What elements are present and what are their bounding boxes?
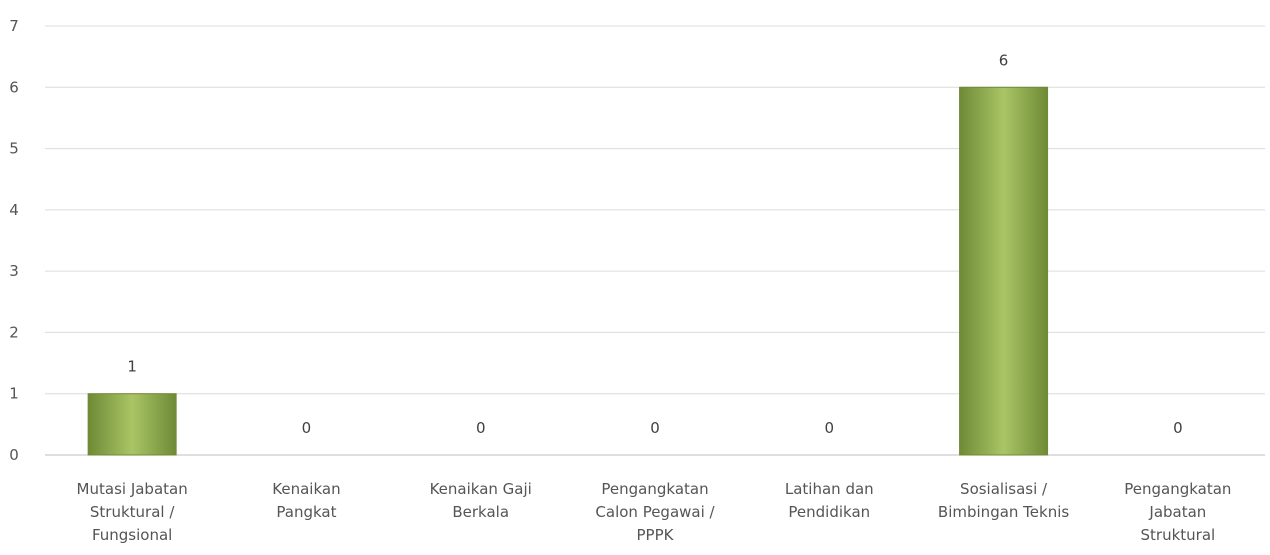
category-label-line: Pengangkatan xyxy=(1124,480,1231,498)
category-label-line: Latihan dan xyxy=(785,480,874,498)
category-label-line: Pengangkatan xyxy=(601,480,708,498)
category-label-line: Struktural xyxy=(1141,526,1216,544)
category-label-line: Bimbingan Teknis xyxy=(938,503,1069,521)
x-axis-categories: Mutasi Jabatan Struktural / Fungsional Kena… xyxy=(77,480,1232,544)
data-label: 0 xyxy=(1173,419,1183,437)
y-tick-label: 4 xyxy=(9,201,19,219)
category-label: Pengangkatan Jabatan Struktural xyxy=(1124,480,1231,544)
y-tick-label: 7 xyxy=(9,17,19,35)
category-label: Sosialisasi / Bimbingan Teknis xyxy=(938,480,1069,521)
y-tick-label: 6 xyxy=(9,78,19,96)
category-label-line: Calon Pegawai / xyxy=(595,503,715,521)
category-label-line: PPPK xyxy=(637,526,675,544)
category-label: Kenaikan Pangkat xyxy=(272,480,340,521)
category-label-line: Jabatan xyxy=(1148,503,1206,521)
category-label-line: Fungsional xyxy=(92,526,172,544)
category-label: Mutasi Jabatan Struktural / Fungsional xyxy=(77,480,188,544)
category-label-line: Berkala xyxy=(452,503,509,521)
bars xyxy=(87,86,1049,456)
category-label: Latihan dan Pendidikan xyxy=(785,480,874,521)
category-label: Pengangkatan Calon Pegawai / PPPK xyxy=(595,480,715,544)
category-label-line: Kenaikan Gaji xyxy=(430,480,532,498)
bar xyxy=(959,86,1049,456)
data-label: 1 xyxy=(127,358,137,376)
y-axis-ticks: 0 1 2 3 4 5 6 7 xyxy=(9,17,19,464)
category-label-line: Kenaikan xyxy=(272,480,340,498)
data-label: 0 xyxy=(650,419,660,437)
category-label-line: Mutasi Jabatan xyxy=(77,480,188,498)
category-label-line: Pangkat xyxy=(276,503,336,521)
y-tick-label: 2 xyxy=(9,323,19,341)
y-tick-label: 3 xyxy=(9,262,19,280)
category-label-line: Struktural / xyxy=(90,503,175,521)
data-label: 0 xyxy=(825,419,835,437)
data-labels: 1 0 0 0 0 6 0 xyxy=(127,51,1182,437)
category-label-line: Pendidikan xyxy=(788,503,870,521)
category-label: Kenaikan Gaji Berkala xyxy=(430,480,532,521)
data-label: 0 xyxy=(302,419,312,437)
grid-lines xyxy=(45,25,1265,456)
data-label: 0 xyxy=(476,419,486,437)
data-label: 6 xyxy=(999,51,1009,69)
y-tick-label: 5 xyxy=(9,140,19,158)
y-tick-label: 1 xyxy=(9,385,19,403)
y-tick-label: 0 xyxy=(9,446,19,464)
bar xyxy=(87,393,177,456)
category-label-line: Sosialisasi / xyxy=(960,480,1048,498)
